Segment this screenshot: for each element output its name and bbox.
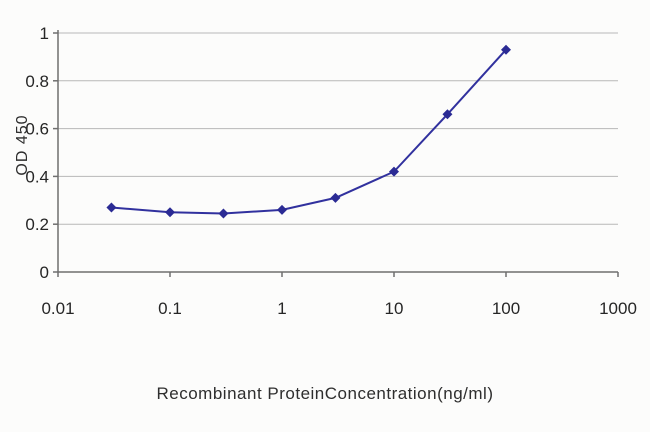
- x-axis-title: Recombinant ProteinConcentration(ng/ml): [156, 384, 494, 403]
- y-tick-label: 0.4: [25, 167, 49, 186]
- x-tick-label: 1: [277, 299, 286, 318]
- data-line: [111, 49, 507, 215]
- data-point-marker: [218, 208, 229, 219]
- y-tick-label: 1: [40, 24, 49, 43]
- x-tick-label: 1000: [599, 299, 637, 318]
- data-point-marker: [277, 204, 287, 215]
- y-axis-title: OD 450: [14, 114, 31, 176]
- data-point-marker: [389, 166, 399, 177]
- x-tick-label: 100: [492, 299, 520, 318]
- data-point-marker: [330, 192, 341, 203]
- y-tick-label: 0.6: [25, 120, 49, 139]
- y-tick-label: 0.2: [25, 215, 49, 234]
- x-tick-label: 0.01: [41, 299, 74, 318]
- x-tick-label: 0.1: [158, 299, 182, 318]
- data-point-marker: [501, 44, 511, 55]
- data-point-marker: [165, 207, 175, 218]
- data-point-marker: [106, 202, 117, 213]
- x-tick-label: 10: [385, 299, 404, 318]
- y-tick-label: 0: [40, 263, 49, 282]
- data-point-marker: [442, 109, 453, 120]
- y-tick-label: 0.8: [25, 72, 49, 91]
